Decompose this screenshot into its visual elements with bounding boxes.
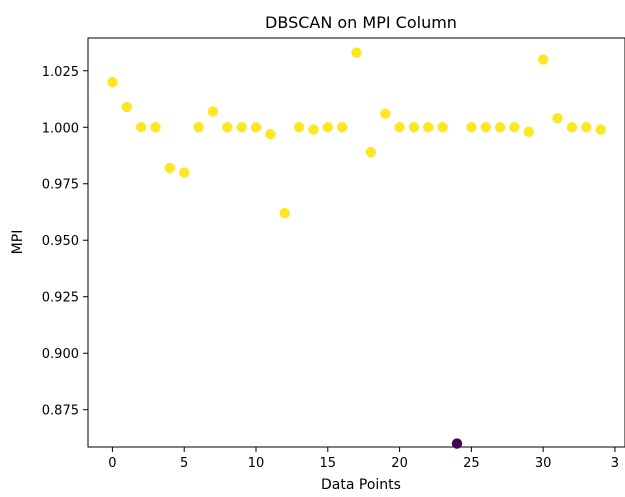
data-points: [107, 47, 606, 449]
y-tick-label: 0.950: [42, 234, 79, 249]
data-point: [552, 113, 563, 124]
data-point: [107, 76, 118, 88]
x-tick-label: 20: [391, 456, 408, 471]
y-tick-label: 0.975: [42, 178, 79, 193]
data-point: [293, 122, 305, 133]
y-axis-label: MPI: [10, 230, 26, 255]
data-point: [179, 167, 190, 178]
data-point: [135, 122, 147, 133]
data-point: [494, 122, 506, 133]
x-tick-label: 30: [535, 456, 552, 471]
data-point: [250, 122, 262, 133]
data-point: [308, 124, 319, 135]
y-tick-label: 1.000: [42, 121, 79, 136]
data-point: [236, 122, 247, 133]
data-point: [265, 128, 276, 140]
data-point: [380, 108, 391, 119]
data-point: [423, 122, 434, 133]
y-axis: 0.875 0.900 0.925 0.950 0.975 1.000 1.025: [42, 65, 88, 419]
x-tick-label: 3: [611, 456, 619, 471]
noise-point: [451, 438, 463, 449]
data-point: [523, 126, 534, 137]
data-point: [121, 101, 132, 113]
data-point: [581, 122, 592, 133]
x-tick-label: 5: [180, 456, 188, 471]
data-point: [365, 146, 377, 158]
data-point: [207, 106, 219, 117]
data-point: [437, 122, 448, 133]
data-point: [150, 122, 161, 133]
data-point: [537, 54, 549, 65]
data-point: [466, 122, 477, 133]
data-point: [222, 122, 233, 133]
y-tick-label: 0.925: [42, 291, 79, 306]
x-tick-label: 0: [108, 456, 116, 471]
data-point: [279, 207, 290, 219]
y-tick-label: 0.900: [42, 347, 79, 362]
data-point: [351, 47, 362, 58]
x-tick-label: 10: [248, 456, 265, 471]
plot-frame: [87, 37, 625, 448]
data-point: [408, 122, 420, 133]
x-axis: 0 5 10 15 20 25 30 3: [108, 447, 619, 471]
data-point: [322, 122, 333, 133]
chart-title: DBSCAN on MPI Column: [265, 13, 457, 32]
data-point: [336, 122, 348, 133]
data-point: [595, 124, 606, 135]
data-point: [193, 122, 204, 133]
data-point: [566, 122, 578, 133]
data-point: [394, 122, 405, 133]
x-axis-label: Data Points: [321, 477, 401, 493]
y-tick-label: 0.875: [42, 404, 79, 419]
data-point: [509, 122, 520, 133]
x-tick-label: 15: [320, 456, 337, 471]
y-tick-label: 1.025: [42, 65, 79, 80]
data-point: [164, 162, 176, 174]
x-tick-label: 25: [463, 456, 480, 471]
data-point: [480, 122, 491, 133]
